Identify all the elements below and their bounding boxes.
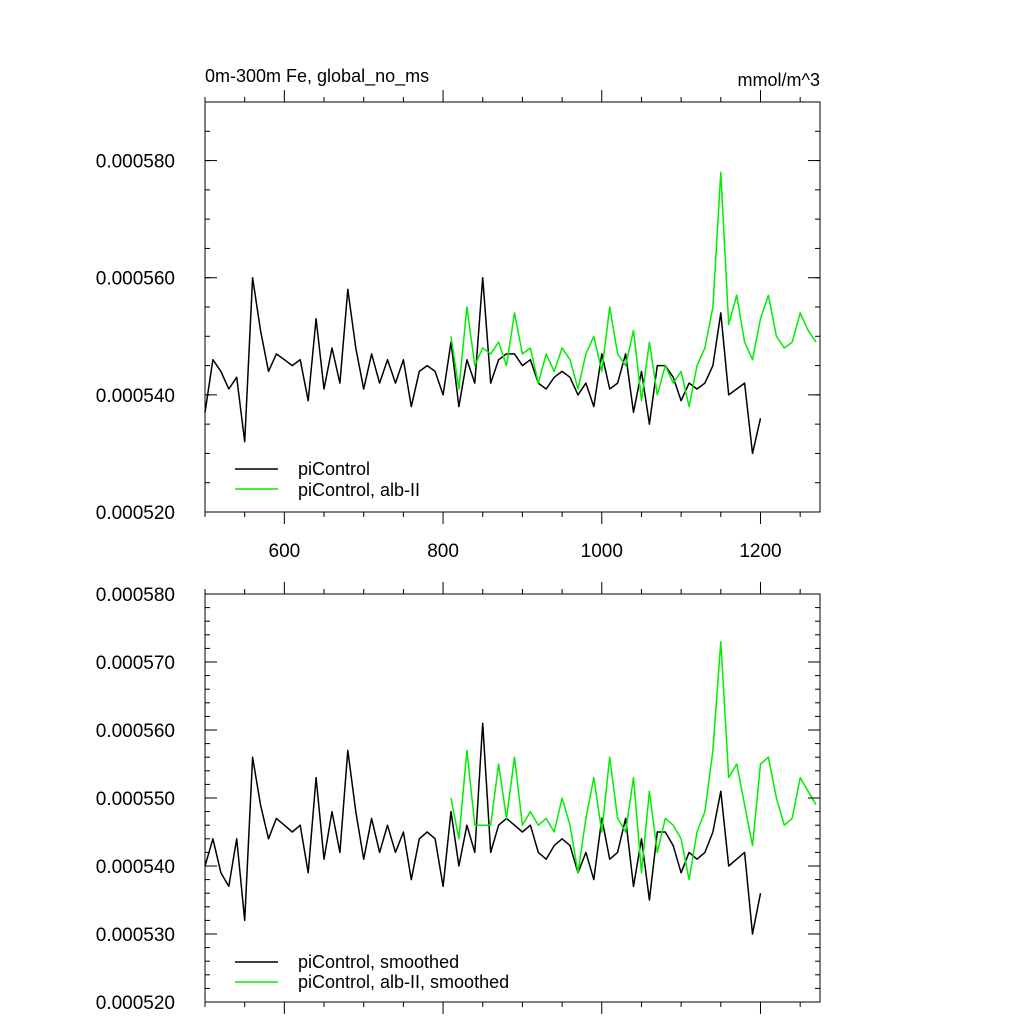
x-tick-label: 600 [269, 541, 301, 562]
y-tick-label: 0.000540 [96, 386, 175, 407]
legend-label-picontrol: piControl [298, 459, 370, 479]
tick-marks [204, 582, 820, 1014]
chart-title: 0m-300m Fe, global_no_ms [205, 66, 429, 87]
y-tick-label: 0.000530 [96, 925, 175, 946]
legend: piControl piControl, alb-II [235, 459, 420, 500]
series-line-alb-ii [450, 171, 817, 408]
legend-label-picontrol-smoothed: piControl, smoothed [298, 952, 459, 972]
y-tick-label: 0.000540 [96, 857, 175, 878]
series-group [204, 640, 817, 935]
series-line-alb-ii [450, 640, 817, 881]
series-line-picontrol [204, 276, 762, 455]
x-tick-labels: 600 800 1000 1200 [269, 541, 782, 562]
x-tick-label: 800 [427, 541, 459, 562]
top-panel: 0m-300m Fe, global_no_ms mmol/m^3 0.0005… [96, 66, 821, 562]
plot-frame [204, 593, 821, 1003]
y-tick-labels: 0.000520 0.000530 0.000540 0.000550 0.000560… [96, 585, 175, 1014]
legend-label-alb-ii: piControl, alb-II [298, 480, 420, 500]
plot-frame [204, 101, 821, 513]
y-tick-label: 0.000580 [96, 152, 175, 173]
y-tick-label: 0.000570 [96, 653, 175, 674]
legend: piControl, smoothed piControl, alb-II, s… [235, 952, 509, 992]
series-group [204, 171, 817, 455]
y-tick-labels: 0.000520 0.000540 0.000560 0.000580 [96, 152, 175, 524]
y-tick-label: 0.000550 [96, 789, 175, 810]
y-tick-label: 0.000560 [96, 269, 175, 290]
bottom-panel: 0.000520 0.000530 0.000540 0.000550 0.000560… [96, 582, 821, 1014]
x-tick-label: 1000 [581, 541, 623, 562]
x-tick-label: 1200 [739, 541, 781, 562]
y-tick-label: 0.000520 [96, 503, 175, 524]
y-tick-label: 0.000580 [96, 585, 175, 606]
series-line-picontrol [204, 722, 762, 935]
y-tick-label: 0.000520 [96, 993, 175, 1014]
legend-label-alb-ii-smoothed: piControl, alb-II, smoothed [298, 972, 509, 992]
y-tick-label: 0.000560 [96, 721, 175, 742]
units-label: mmol/m^3 [738, 70, 820, 90]
